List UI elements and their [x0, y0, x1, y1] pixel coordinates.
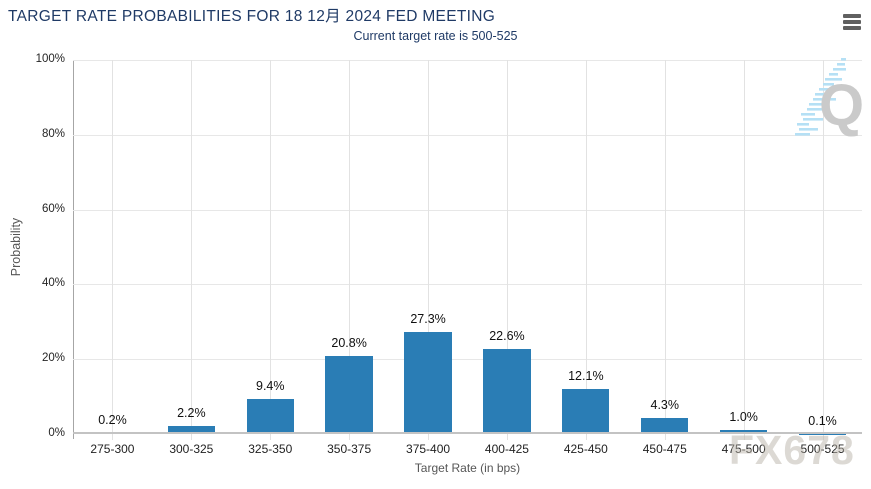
chart-column-425-450: 12.1% [546, 60, 625, 440]
vertical-gridline [270, 60, 272, 440]
x-category-label: 375-400 [406, 442, 451, 456]
bar-value-label: 22.6% [489, 329, 525, 344]
x-category-label: 300-325 [169, 442, 214, 456]
bar-425-450[interactable] [562, 388, 610, 434]
bar-325-350[interactable] [246, 398, 294, 434]
bar-450-475[interactable] [641, 417, 689, 434]
vertical-gridline [664, 60, 666, 440]
vertical-gridline [743, 60, 745, 440]
y-tick-label: 100% [35, 53, 65, 65]
horizontal-gridline [73, 60, 862, 61]
x-category-label: 475-500 [721, 442, 766, 456]
x-axis-title: Target Rate (in bps) [414, 461, 521, 475]
x-category-label: 450-475 [642, 442, 687, 456]
x-category-label: 350-375 [327, 442, 372, 456]
y-tick-label: 80% [41, 127, 65, 140]
y-tick-label: 0% [48, 427, 65, 439]
page-title: TARGET RATE PROBABILITIES FOR 18 12月 202… [8, 8, 496, 25]
bar-value-label: 4.3% [650, 397, 680, 412]
chart-column-300-325: 2.2% [152, 60, 231, 440]
y-axis-tick-labels: 0% 20% 40% 60% 80% 100% [0, 53, 67, 439]
horizontal-gridline [73, 209, 862, 211]
chart-column-375-400: 27.3% [389, 60, 468, 440]
x-category-label: 400-425 [484, 442, 529, 456]
plot-area: 0.2% 2.2% 9.4% 20.8% 27.3% 22.6% 12.1% 4.3% 1.0%… [73, 60, 862, 440]
vertical-gridline [428, 60, 430, 440]
vertical-gridline [112, 60, 114, 440]
bar-value-label: 9.4% [256, 378, 285, 393]
vertical-gridline [585, 60, 587, 440]
vertical-gridline [191, 60, 193, 440]
horizontal-gridline [73, 284, 862, 286]
x-axis-category-labels: 275-300 300-325 325-350 350-375 375-400 400-4… [73, 442, 862, 458]
chart-column-350-375: 20.8% [310, 60, 389, 440]
bar-value-label: 0.2% [98, 413, 127, 428]
chart-column-400-425: 22.6% [468, 60, 547, 440]
x-axis-line [73, 432, 862, 434]
hamburger-menu-icon[interactable] [843, 13, 861, 31]
bar-value-label: 12.1% [568, 368, 604, 383]
bar-value-label: 2.2% [177, 405, 206, 420]
bar-350-375[interactable] [325, 356, 373, 434]
vertical-gridline [506, 60, 508, 440]
x-category-label: 325-350 [248, 442, 293, 456]
x-category-label: 275-300 [90, 442, 135, 456]
vertical-gridline [349, 60, 351, 440]
horizontal-gridline [73, 134, 862, 136]
horizontal-gridline [73, 359, 862, 361]
bar-value-label: 0.1% [808, 413, 837, 428]
x-category-label: 425-450 [563, 442, 608, 456]
chart-column-275-300: 0.2% [73, 60, 152, 440]
chart-column-450-475: 4.3% [625, 60, 704, 440]
vertical-gridline [822, 60, 824, 440]
y-tick-label: 40% [41, 277, 65, 290]
bar-375-400[interactable] [404, 331, 452, 434]
bar-value-label: 27.3% [410, 311, 446, 326]
chart-column-325-350: 9.4% [231, 60, 310, 440]
chart-column-500-525: 0.1% [783, 60, 862, 440]
y-tick-label: 60% [41, 202, 65, 215]
bar-value-label: 20.8% [331, 336, 367, 351]
y-tick-label: 20% [41, 352, 65, 365]
bar-300-325[interactable] [167, 425, 215, 434]
chart-subtitle: Current target rate is 500-525 [353, 29, 518, 43]
chart-column-475-500: 1.0% [704, 60, 783, 440]
bar-400-425[interactable] [483, 349, 531, 434]
bar-value-label: 1.0% [729, 410, 758, 425]
x-category-label: 500-525 [800, 442, 845, 456]
y-axis-line [73, 60, 74, 439]
